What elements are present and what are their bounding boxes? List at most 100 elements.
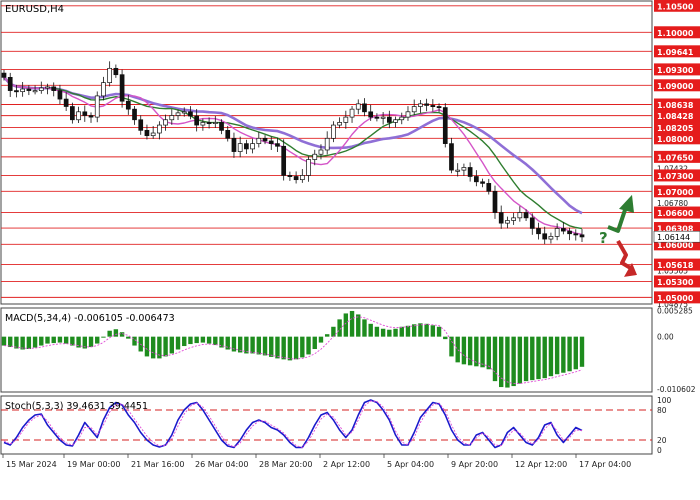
level-label: 1.08000 — [657, 135, 694, 144]
candle-body — [212, 122, 218, 124]
candle-body — [275, 143, 280, 147]
macd-bar — [225, 336, 230, 350]
stoch-panel-frame — [0, 395, 653, 455]
candle-body — [293, 176, 299, 181]
macd-bar — [250, 336, 255, 354]
candle-body — [1, 72, 7, 78]
macd-bar — [548, 336, 554, 377]
candle-body — [88, 115, 94, 118]
macd-axis: 0.005285 0.00 -0.010602 — [657, 307, 696, 395]
forecast-question-mark: ? — [599, 229, 608, 247]
candle-body — [529, 217, 535, 229]
candle-body — [430, 105, 436, 107]
moving-average-line — [3, 76, 583, 215]
macd-bar — [175, 336, 181, 350]
macd-bar — [45, 336, 50, 344]
candle-body — [467, 167, 473, 177]
candle-body — [486, 183, 492, 192]
macd-bar — [579, 336, 585, 367]
candle-body — [517, 212, 523, 219]
macd-bar — [511, 336, 516, 387]
forecast-arrows: ? — [599, 194, 637, 277]
candle-body — [194, 115, 200, 126]
macd-bar — [343, 313, 349, 337]
candle-body — [505, 220, 510, 224]
level-label: 1.05300 — [657, 278, 694, 287]
macd-bar — [157, 336, 162, 359]
macd-bar — [14, 336, 19, 349]
candle-body — [119, 74, 125, 102]
candle-body — [567, 230, 572, 235]
macd-histogram — [1, 310, 585, 388]
macd-bar — [300, 336, 305, 358]
macd-bar — [82, 336, 87, 349]
candle-body — [32, 90, 38, 93]
forecast-down-arrow — [616, 239, 634, 271]
level-label-box — [654, 291, 700, 304]
current-price-box — [653, 230, 700, 243]
candle-body — [324, 137, 330, 151]
stoch-title: Stoch(5,3,3) 39.4631 39.4451 — [5, 401, 148, 412]
candle-body — [157, 124, 162, 134]
moving-averages — [3, 76, 583, 235]
macd-bar — [486, 336, 491, 370]
candle-body — [14, 90, 19, 93]
level-label: 1.08205 — [657, 124, 694, 133]
macd-bar — [461, 336, 467, 365]
macd-tick-label: -0.010602 — [657, 385, 696, 394]
candle-body — [169, 115, 175, 121]
current-price-label: 1.06144 — [657, 233, 690, 242]
time-tick-label: 9 Apr 20:00 — [451, 460, 498, 469]
level-label: 1.07650 — [657, 153, 694, 162]
macd-bar — [362, 319, 367, 337]
macd-bar — [312, 336, 317, 350]
candle-body — [374, 116, 380, 119]
time-tick-label: 12 Apr 12:00 — [515, 460, 567, 469]
candle-body — [45, 86, 50, 89]
candle-body — [449, 143, 454, 171]
macd-bar — [337, 319, 342, 337]
time-tick-label: 5 Apr 04:00 — [387, 460, 434, 469]
candle-body — [181, 111, 187, 114]
candle-body — [256, 137, 262, 144]
macd-bar — [561, 336, 566, 373]
forecast-up-arrow — [607, 206, 628, 233]
candle-body — [573, 233, 579, 236]
stochastic-lines — [1, 399, 652, 449]
macd-bar — [418, 323, 423, 337]
candle-body — [175, 112, 181, 116]
level-label-box — [654, 132, 700, 145]
candle-body — [70, 106, 75, 121]
macd-bar — [331, 326, 336, 337]
candle-body — [312, 153, 318, 160]
stoch-tick-label: 0 — [657, 446, 662, 455]
macd-bar — [387, 329, 392, 337]
candle-body — [362, 103, 367, 113]
macd-bar — [480, 336, 485, 368]
candle-body — [94, 95, 100, 118]
candle-body — [306, 159, 311, 176]
level-label-box — [654, 206, 700, 219]
level-label: 1.06308 — [657, 225, 694, 234]
macd-bar — [542, 336, 547, 379]
candle-body — [244, 143, 249, 150]
time-tick-label: 2 Apr 12:00 — [323, 460, 370, 469]
level-label-box — [654, 79, 700, 92]
support-resistance-levels — [1, 5, 652, 298]
macd-bar — [95, 336, 100, 344]
moving-average-line — [3, 76, 583, 230]
macd-bar — [530, 336, 535, 381]
candle-body — [38, 87, 44, 91]
candle-body — [144, 130, 150, 137]
candle-body — [511, 217, 516, 221]
macd-bar — [405, 325, 411, 337]
stoch-panel: Stoch(5,3,3) 39.4631 39.4451 — [0, 395, 653, 455]
macd-bar — [287, 336, 293, 361]
candle-body — [219, 122, 224, 131]
stoch-signal-line — [3, 400, 583, 448]
candle-body — [399, 116, 405, 121]
macd-bar — [119, 332, 125, 337]
macd-bar — [380, 328, 386, 337]
price-panel-frame — [0, 0, 653, 305]
